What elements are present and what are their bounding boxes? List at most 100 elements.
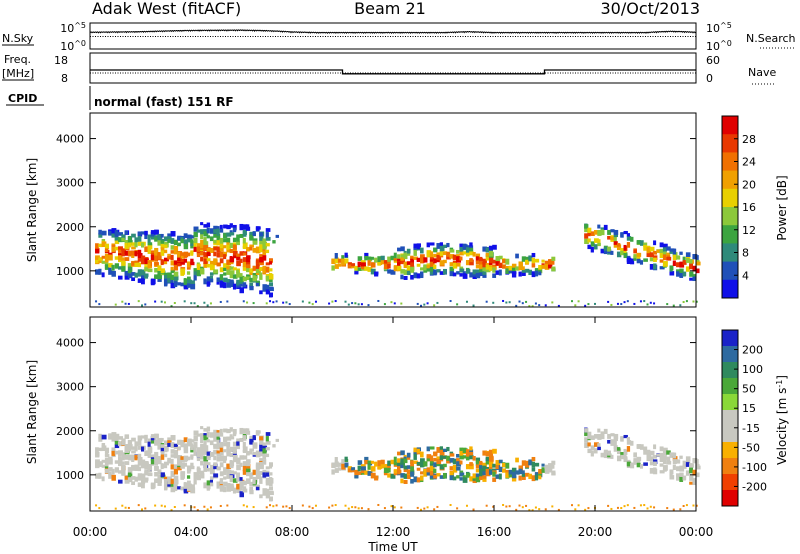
power-cell-653 [269, 293, 273, 298]
colorbar-swatch-9 [722, 279, 738, 299]
power-cell-699 [354, 265, 359, 271]
velocity-cell-1196 [679, 472, 684, 477]
velocity-cell-1179 [669, 469, 674, 475]
power-cell-947 [485, 247, 489, 253]
velocity-cell-637 [265, 436, 269, 442]
velocity-cell-490 [229, 434, 233, 438]
velocity-cell-771 [406, 474, 411, 480]
velocity-cell-561 [249, 448, 254, 452]
power-cell-27 [104, 264, 110, 270]
velocity-cell-1095 [616, 506, 619, 509]
velocity-cell-338 [193, 435, 198, 442]
velocity-cell-1156 [653, 467, 657, 474]
power-cell-335 [193, 242, 197, 247]
velocity-cell-247 [170, 483, 174, 489]
velocity-cell-730 [383, 507, 386, 510]
velocity-cell-806 [420, 461, 424, 468]
velocity-cell-369 [200, 443, 205, 449]
power-cell-1219 [692, 254, 698, 258]
power-cell-813 [423, 264, 427, 271]
power-cell-611 [259, 232, 264, 237]
power-cell-1017 [534, 302, 537, 305]
power-cell-905 [465, 247, 471, 253]
power-cell-698 [354, 271, 359, 275]
power-cell-144 [141, 279, 145, 285]
power-cell-702 [357, 261, 361, 268]
velocity-cell-49 [114, 460, 120, 464]
velocity-cell-54 [114, 467, 120, 473]
power-cell-376 [203, 224, 208, 228]
power-cell-76 [121, 251, 125, 257]
velocity-cell-629 [262, 459, 267, 465]
power-cell-1096 [616, 244, 622, 251]
power-cell-910 [469, 247, 474, 253]
velocity-cell-953 [488, 470, 493, 475]
velocity-ylabel: Slant Range [km] [25, 360, 39, 464]
velocity-cell-554 [246, 480, 250, 484]
velocity-cell-1032 [544, 464, 550, 469]
velocity-cell-222 [163, 476, 169, 481]
power-cell-330 [193, 302, 196, 305]
power-cell-1176 [669, 248, 675, 252]
velocity-cell-449 [219, 478, 224, 485]
power-cell-572 [252, 302, 255, 305]
velocity-cell-675 [334, 468, 339, 473]
power-cell-1083 [610, 303, 613, 306]
velocity-cell-636 [265, 447, 270, 451]
power-cell-557 [246, 224, 250, 230]
power-cell-949 [485, 264, 490, 270]
power-cell-349 [196, 243, 201, 248]
velocity-cell-1163 [659, 456, 665, 463]
velocity-cell-215 [160, 444, 165, 448]
power-cell-603 [259, 244, 264, 248]
power-cell-967 [495, 261, 499, 266]
power-cell-192 [154, 262, 159, 266]
velocity-cell-57 [114, 444, 120, 449]
velocity-cell-473 [226, 452, 231, 457]
velocity-cell-874 [452, 466, 458, 473]
power-cell-987 [511, 263, 517, 269]
power-cell-881 [456, 257, 462, 263]
power-cell-483 [229, 249, 234, 254]
velocity-cell-541 [242, 469, 248, 475]
velocity-cell-1045 [577, 504, 580, 507]
power-cell-942 [485, 256, 490, 261]
velocity-cell-1098 [616, 447, 621, 451]
velocity-cell-1065 [593, 448, 598, 454]
power-cell-301 [183, 285, 189, 290]
velocity-cell-285 [180, 456, 185, 460]
power-cell-322 [190, 283, 196, 290]
x-tick-label-6: 00:00 [679, 525, 714, 539]
power-cell-524 [239, 233, 244, 238]
power-cell-1007 [525, 259, 530, 264]
velocity-cell-37 [108, 474, 113, 479]
velocity-cell-729 [380, 459, 385, 465]
velocity-cell-600 [255, 486, 260, 491]
velocity-cell-450 [219, 441, 224, 448]
power-cell-143 [141, 242, 145, 248]
power-cell-660 [275, 300, 278, 303]
power-cell-736 [387, 260, 391, 266]
velocity-cell-1083 [610, 507, 613, 510]
y-tick-label-3: 4000 [56, 337, 84, 350]
colorbar-tick-label-1: 100 [742, 363, 763, 376]
velocity-cell-769 [403, 456, 407, 461]
velocity-cell-27 [104, 468, 110, 474]
power-cell-1212 [689, 271, 694, 277]
power-cell-323 [190, 235, 195, 239]
velocity-cell-67 [118, 436, 124, 440]
velocity-cell-486 [229, 475, 233, 480]
velocity-cell-562 [249, 481, 254, 486]
power-cell-165 [147, 237, 151, 243]
colorbar-swatch-7 [722, 243, 738, 263]
power-cell-954 [488, 257, 494, 264]
velocity-cell-626 [262, 472, 267, 478]
power-cell-1183 [672, 252, 678, 257]
velocity-cell-79 [121, 470, 126, 476]
velocity-cell-96 [127, 454, 133, 461]
velocity-cell-97 [127, 440, 132, 446]
velocity-cell-680 [341, 459, 345, 465]
power-cell-667 [311, 303, 314, 306]
velocity-cell-103 [127, 477, 133, 483]
power-cell-503 [232, 267, 237, 271]
